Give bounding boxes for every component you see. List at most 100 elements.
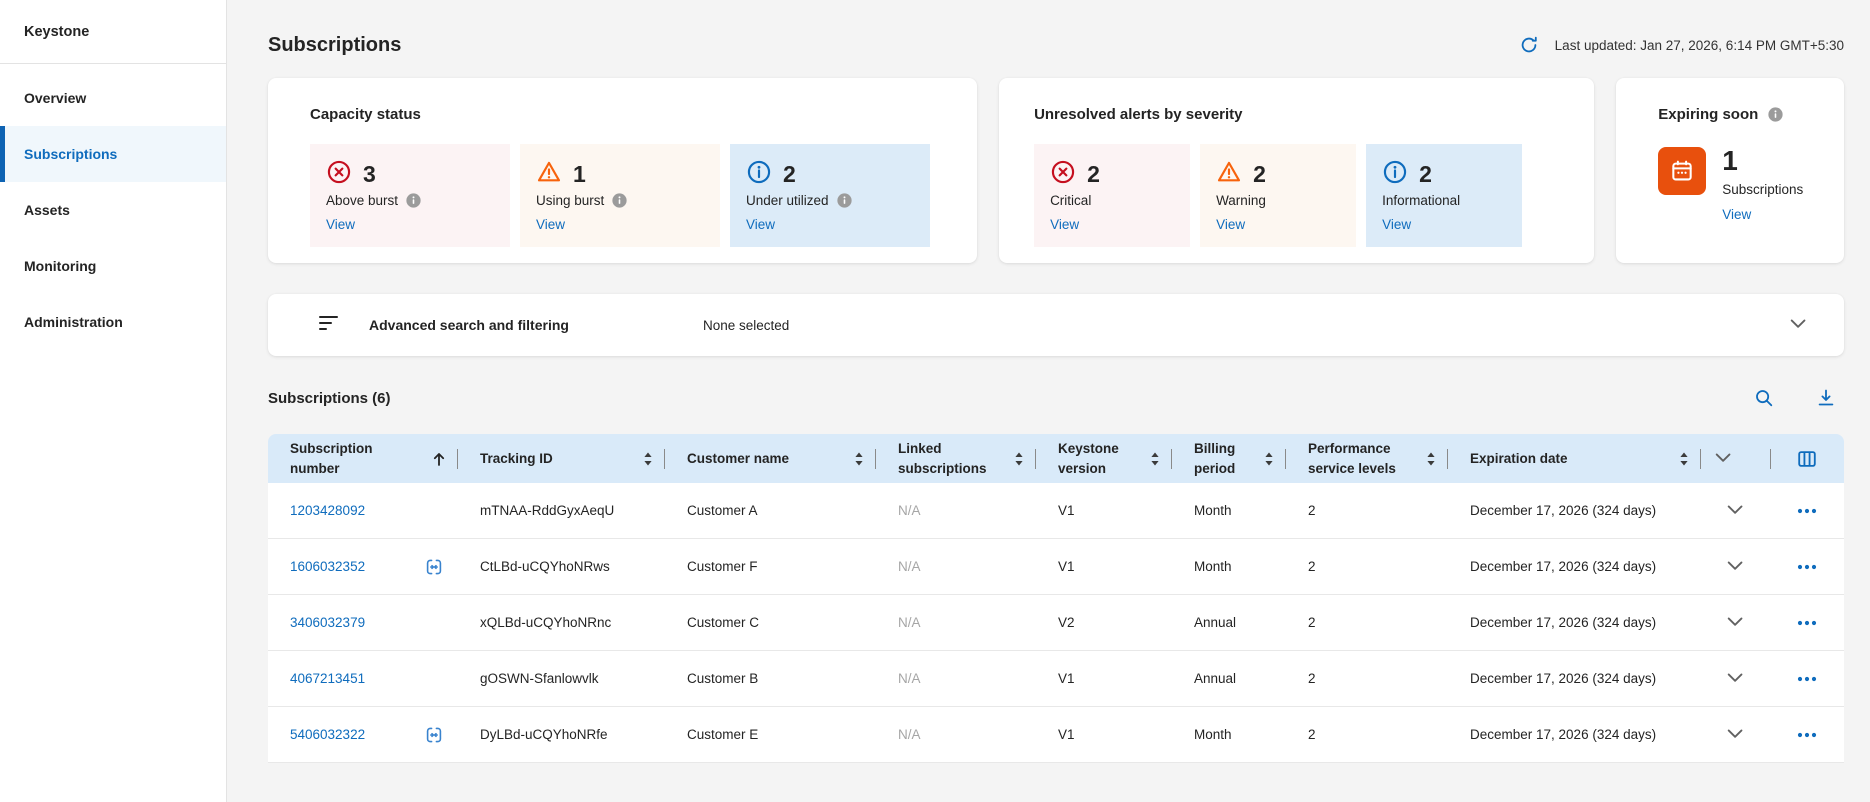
column-header-billing-period[interactable]: Billing period — [1172, 434, 1286, 483]
alerts-tile-informational: 2 Informational View — [1366, 144, 1523, 247]
column-header-subscription-number[interactable]: Subscription number — [268, 434, 458, 483]
view-link[interactable]: View — [746, 217, 776, 232]
sort-icon[interactable] — [853, 451, 865, 467]
sidebar-item-monitoring[interactable]: Monitoring — [24, 258, 97, 274]
subscription-number-link[interactable]: 1606032352 — [290, 559, 366, 574]
info-icon[interactable] — [406, 193, 421, 208]
performance-service-levels-cell: 2 — [1308, 615, 1316, 630]
alerts-tile-critical: 2 Critical View — [1034, 144, 1191, 247]
view-link[interactable]: View — [1722, 207, 1752, 222]
sidebar-item-overview[interactable]: Overview — [24, 90, 87, 106]
row-expand-chevron-icon[interactable] — [1725, 556, 1747, 578]
column-settings-icon[interactable] — [1796, 448, 1818, 470]
sidebar-item-subscriptions[interactable]: Subscriptions — [0, 126, 226, 182]
expand-all-chevron-icon[interactable] — [1713, 448, 1735, 470]
row-expand-cell — [1701, 539, 1771, 594]
column-header-keystone-version[interactable]: Keystone version — [1036, 434, 1172, 483]
main-content: Subscriptions Last updated: Jan 27, 2026… — [228, 0, 1870, 763]
expiring-label: Subscriptions — [1722, 182, 1804, 197]
sort-icon[interactable] — [1678, 451, 1690, 467]
info-icon[interactable] — [612, 193, 627, 208]
column-header-linked-subscriptions[interactable]: Linked subscriptions — [876, 434, 1036, 483]
row-expand-chevron-icon[interactable] — [1725, 668, 1747, 690]
row-expand-chevron-icon[interactable] — [1725, 500, 1747, 522]
view-link[interactable]: View — [536, 217, 566, 232]
sort-icon[interactable] — [1013, 451, 1025, 467]
refresh-icon[interactable] — [1519, 35, 1539, 55]
table-row: 1606032352 CtLBd-uCQYhoNRws Customer F N… — [268, 539, 1844, 595]
column-divider — [1171, 448, 1172, 469]
row-actions-ellipsis-icon[interactable] — [1797, 508, 1817, 514]
billing-period-cell: Annual — [1194, 671, 1237, 686]
row-actions-ellipsis-icon[interactable] — [1797, 564, 1817, 570]
view-link[interactable]: View — [1050, 217, 1080, 232]
warning-triangle-icon — [1216, 159, 1242, 190]
column-header-expiration-date[interactable]: Expiration date — [1448, 434, 1701, 483]
sidebar-item-assets[interactable]: Assets — [24, 202, 70, 218]
info-icon[interactable] — [836, 193, 852, 208]
row-actions-ellipsis-icon[interactable] — [1797, 620, 1817, 626]
row-actions-cell — [1771, 483, 1842, 538]
row-actions-cell — [1771, 651, 1842, 706]
row-actions-ellipsis-icon[interactable] — [1797, 732, 1817, 738]
row-expand-cell — [1701, 483, 1771, 538]
keystone-version-cell: V1 — [1058, 503, 1075, 518]
subscription-number-link[interactable]: 4067213451 — [290, 671, 366, 686]
billing-period-cell: Annual — [1194, 615, 1237, 630]
table-title: Subscriptions (6) — [268, 389, 391, 407]
row-expand-cell — [1701, 595, 1771, 650]
row-actions-cell — [1771, 707, 1842, 762]
column-divider — [1285, 448, 1286, 469]
linked-subscriptions-cell: N/A — [898, 503, 921, 518]
customer-name-cell: Customer A — [687, 503, 758, 518]
sidebar-item-administration[interactable]: Administration — [24, 314, 123, 330]
app-brand: Keystone — [0, 0, 226, 64]
capacity-tile-using-burst: 1 Using burst View — [520, 144, 720, 247]
expand-filter-chevron-icon[interactable] — [1788, 314, 1810, 336]
view-link[interactable]: View — [326, 217, 356, 232]
subscription-number-link[interactable]: 1203428092 — [290, 503, 366, 518]
capacity-tile-above-burst: 3 Above burst View — [310, 144, 510, 247]
tracking-id-cell: DyLBd-uCQYhoNRfe — [480, 727, 608, 742]
tile-count: 2 — [1253, 161, 1266, 187]
info-circle-icon — [1382, 159, 1408, 190]
table-header-expand — [1701, 434, 1771, 483]
search-icon[interactable] — [1754, 388, 1774, 408]
column-divider — [1447, 448, 1448, 469]
sidebar-nav: Overview Subscriptions Assets Monitoring… — [0, 64, 226, 350]
row-expand-chevron-icon[interactable] — [1725, 724, 1747, 746]
tile-label: Above burst — [326, 193, 399, 208]
advanced-search-bar[interactable]: Advanced search and filtering None selec… — [268, 294, 1844, 356]
sort-icon[interactable] — [1425, 451, 1437, 467]
subscription-number-link[interactable]: 5406032322 — [290, 727, 366, 742]
row-expand-chevron-icon[interactable] — [1725, 612, 1747, 634]
tile-count: 1 — [573, 161, 586, 187]
download-icon[interactable] — [1816, 388, 1836, 408]
tile-label: Warning — [1216, 193, 1266, 208]
expiration-date-cell: December 17, 2026 (324 days) — [1470, 671, 1657, 686]
customer-name-cell: Customer E — [687, 727, 759, 742]
info-icon[interactable] — [1768, 107, 1783, 122]
view-link[interactable]: View — [1216, 217, 1246, 232]
row-actions-ellipsis-icon[interactable] — [1797, 676, 1817, 682]
column-header-customer-name[interactable]: Customer name — [665, 434, 876, 483]
table-header-row: Subscription number Tracking ID Customer… — [268, 434, 1844, 483]
linked-subscriptions-cell: N/A — [898, 671, 921, 686]
column-header-performance-service-levels[interactable]: Performance service levels — [1286, 434, 1448, 483]
expiring-soon-title: Expiring soon — [1658, 106, 1759, 123]
table-body: 1203428092 mTNAA-RddGyxAeqU Customer A N… — [268, 483, 1844, 763]
sort-icon[interactable] — [1263, 451, 1275, 467]
sort-icon[interactable] — [642, 451, 654, 467]
linked-subscriptions-cell: N/A — [898, 727, 921, 742]
sort-icon[interactable] — [1149, 451, 1161, 467]
subscription-number-link[interactable]: 3406032379 — [290, 615, 366, 630]
tracking-id-cell: CtLBd-uCQYhoNRws — [480, 559, 610, 574]
linked-subscriptions-cell: N/A — [898, 615, 921, 630]
view-link[interactable]: View — [1382, 217, 1412, 232]
tile-count: 2 — [1087, 161, 1100, 187]
column-header-tracking-id[interactable]: Tracking ID — [458, 434, 665, 483]
warning-triangle-icon — [536, 159, 562, 190]
sort-ascending-icon[interactable] — [431, 451, 447, 467]
info-circle-icon — [746, 159, 772, 190]
unresolved-alerts-card: Unresolved alerts by severity 2 Critical… — [999, 78, 1595, 263]
